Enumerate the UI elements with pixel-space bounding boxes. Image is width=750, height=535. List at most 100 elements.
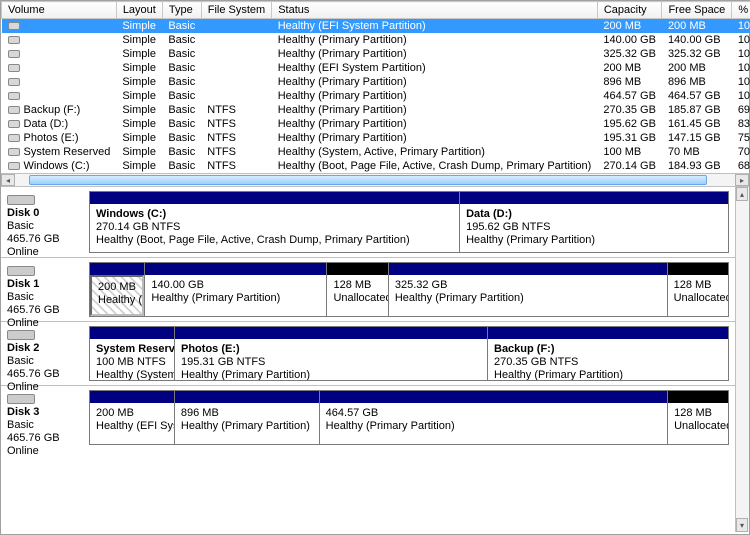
- volume-row[interactable]: System ReservedSimpleBasicNTFSHealthy (S…: [2, 145, 750, 159]
- partition[interactable]: 464.57 GBHealthy (Primary Partition): [320, 391, 668, 444]
- partition-stripe: [90, 192, 459, 204]
- partition-body: 325.32 GBHealthy (Primary Partition): [389, 275, 667, 316]
- volume-cell: Basic: [162, 131, 201, 145]
- col-header[interactable]: Volume: [2, 2, 117, 19]
- col-header[interactable]: Type: [162, 2, 201, 19]
- volume-cell: Healthy (Primary Partition): [272, 131, 598, 145]
- partition-stripe: [175, 391, 319, 403]
- partition[interactable]: Photos (E:)195.31 GB NTFSHealthy (Primar…: [175, 327, 488, 380]
- disk-row[interactable]: Disk 0Basic465.76 GBOnlineWindows (C:)27…: [1, 187, 735, 257]
- col-header[interactable]: Layout: [116, 2, 162, 19]
- drive-icon: [8, 92, 20, 100]
- partition-unallocated[interactable]: 128 MBUnallocated: [327, 263, 388, 316]
- volume-cell: 185.87 GB: [662, 103, 732, 117]
- partition[interactable]: 896 MBHealthy (Primary Partition): [175, 391, 320, 444]
- partition-title: System Reserved: [96, 343, 168, 356]
- vscroll-down-arrow[interactable]: ▾: [736, 518, 748, 532]
- col-header[interactable]: File System: [201, 2, 271, 19]
- volume-row[interactable]: SimpleBasicHealthy (Primary Partition)32…: [2, 47, 750, 61]
- hscroll-right-arrow[interactable]: ▸: [735, 174, 749, 186]
- volume-cell: [2, 47, 117, 61]
- vscroll-up-arrow[interactable]: ▴: [736, 187, 748, 201]
- partition[interactable]: 325.32 GBHealthy (Primary Partition): [389, 263, 668, 316]
- volume-row[interactable]: SimpleBasicHealthy (Primary Partition)89…: [2, 75, 750, 89]
- volume-cell: Healthy (Boot, Page File, Active, Crash …: [272, 159, 598, 173]
- partition-line2: 896 MB: [181, 407, 313, 420]
- partition[interactable]: 200 MBHealthy (EFI System Pa: [90, 391, 175, 444]
- partition-line3: Unallocated: [333, 292, 381, 305]
- volume-cell: Basic: [162, 47, 201, 61]
- volume-row[interactable]: Photos (E:)SimpleBasicNTFSHealthy (Prima…: [2, 131, 750, 145]
- disk-row[interactable]: Disk 3Basic465.76 GBOnline200 MBHealthy …: [1, 385, 735, 449]
- volume-cell: Windows (C:): [2, 159, 117, 173]
- volume-row[interactable]: SimpleBasicHealthy (EFI System Partition…: [2, 61, 750, 75]
- disk-id: Disk 3: [7, 406, 39, 418]
- disk-kind: Basic: [7, 220, 89, 233]
- partition[interactable]: 140.00 GBHealthy (Primary Partition): [145, 263, 327, 316]
- volume-cell: 75 %: [732, 131, 750, 145]
- partition-line2: 200 MB: [96, 407, 168, 420]
- partition-stripe: [488, 327, 728, 339]
- col-header[interactable]: Status: [272, 2, 598, 19]
- volume-table-header[interactable]: VolumeLayoutTypeFile SystemStatusCapacit…: [2, 2, 750, 19]
- partition-unallocated[interactable]: 128 MBUnallocated: [668, 391, 728, 444]
- volume-cell: 896 MB: [662, 75, 732, 89]
- partition[interactable]: 200 MBHealthy (EFI Syst: [90, 263, 145, 316]
- drive-icon: [8, 22, 20, 30]
- volume-table[interactable]: VolumeLayoutTypeFile SystemStatusCapacit…: [1, 1, 750, 173]
- partition-stripe: [460, 192, 728, 204]
- volume-cell: [2, 75, 117, 89]
- partition-unallocated[interactable]: 128 MBUnallocated: [668, 263, 728, 316]
- disk-kind: Basic: [7, 291, 89, 304]
- partition-stripe: [175, 327, 487, 339]
- disk-partitions: Windows (C:)270.14 GB NTFSHealthy (Boot,…: [89, 191, 729, 253]
- volume-cell: [201, 19, 271, 34]
- col-header[interactable]: Capacity: [597, 2, 662, 19]
- volume-cell: 70 %: [732, 145, 750, 159]
- partition-stripe: [90, 327, 174, 339]
- volume-cell: 100 MB: [597, 145, 662, 159]
- partition-line3: Unallocated: [674, 420, 722, 433]
- hscrollbar[interactable]: ◂ ▸: [1, 173, 749, 187]
- partition[interactable]: Backup (F:)270.35 GB NTFSHealthy (Primar…: [488, 327, 728, 380]
- partition-title: Windows (C:): [96, 208, 453, 221]
- volume-row[interactable]: Data (D:)SimpleBasicNTFSHealthy (Primary…: [2, 117, 750, 131]
- volume-cell: 100 %: [732, 19, 750, 34]
- disk-partitions: 200 MBHealthy (EFI Syst140.00 GBHealthy …: [89, 262, 729, 317]
- volume-row[interactable]: Backup (F:)SimpleBasicNTFSHealthy (Prima…: [2, 103, 750, 117]
- disk-partitions: 200 MBHealthy (EFI System Pa896 MBHealth…: [89, 390, 729, 445]
- partition-stripe: [327, 263, 387, 275]
- disk-size: 465.76 GB: [7, 233, 89, 246]
- partition-body: Windows (C:)270.14 GB NTFSHealthy (Boot,…: [90, 204, 459, 252]
- partition[interactable]: Windows (C:)270.14 GB NTFSHealthy (Boot,…: [90, 192, 460, 252]
- volume-cell: NTFS: [201, 117, 271, 131]
- volume-cell: [2, 89, 117, 103]
- partition[interactable]: System Reserved100 MB NTFSHealthy (Syste…: [90, 327, 175, 380]
- volume-row[interactable]: SimpleBasicHealthy (EFI System Partition…: [2, 19, 750, 34]
- partition-body: Backup (F:)270.35 GB NTFSHealthy (Primar…: [488, 339, 728, 380]
- volume-cell: 270.14 GB: [597, 159, 662, 173]
- disk-graphical-view[interactable]: Disk 0Basic465.76 GBOnlineWindows (C:)27…: [1, 187, 749, 532]
- partition[interactable]: Data (D:)195.62 GB NTFSHealthy (Primary …: [460, 192, 728, 252]
- hscroll-thumb[interactable]: [29, 175, 706, 185]
- vscrollbar[interactable]: ▴ ▾: [735, 187, 749, 532]
- disk-row[interactable]: Disk 1Basic465.76 GBOnline200 MBHealthy …: [1, 257, 735, 321]
- partition-body: 140.00 GBHealthy (Primary Partition): [145, 275, 326, 316]
- volume-cell: Basic: [162, 61, 201, 75]
- volume-cell: 195.31 GB: [597, 131, 662, 145]
- volume-row[interactable]: SimpleBasicHealthy (Primary Partition)46…: [2, 89, 750, 103]
- partition-line2: 100 MB NTFS: [96, 356, 168, 369]
- volume-row[interactable]: Windows (C:)SimpleBasicNTFSHealthy (Boot…: [2, 159, 750, 173]
- partition-stripe: [668, 391, 728, 403]
- volume-row[interactable]: SimpleBasicHealthy (Primary Partition)14…: [2, 33, 750, 47]
- volume-cell: System Reserved: [2, 145, 117, 159]
- col-header[interactable]: Free Space: [662, 2, 732, 19]
- partition-stripe: [668, 263, 728, 275]
- disk-icon: [7, 394, 35, 404]
- col-header[interactable]: % Free: [732, 2, 750, 19]
- hscroll-left-arrow[interactable]: ◂: [1, 174, 15, 186]
- volume-cell: Basic: [162, 159, 201, 173]
- partition-line2: 195.31 GB NTFS: [181, 356, 481, 369]
- disk-row[interactable]: Disk 2Basic465.76 GBOnlineSystem Reserve…: [1, 321, 735, 385]
- volume-cell: [2, 33, 117, 47]
